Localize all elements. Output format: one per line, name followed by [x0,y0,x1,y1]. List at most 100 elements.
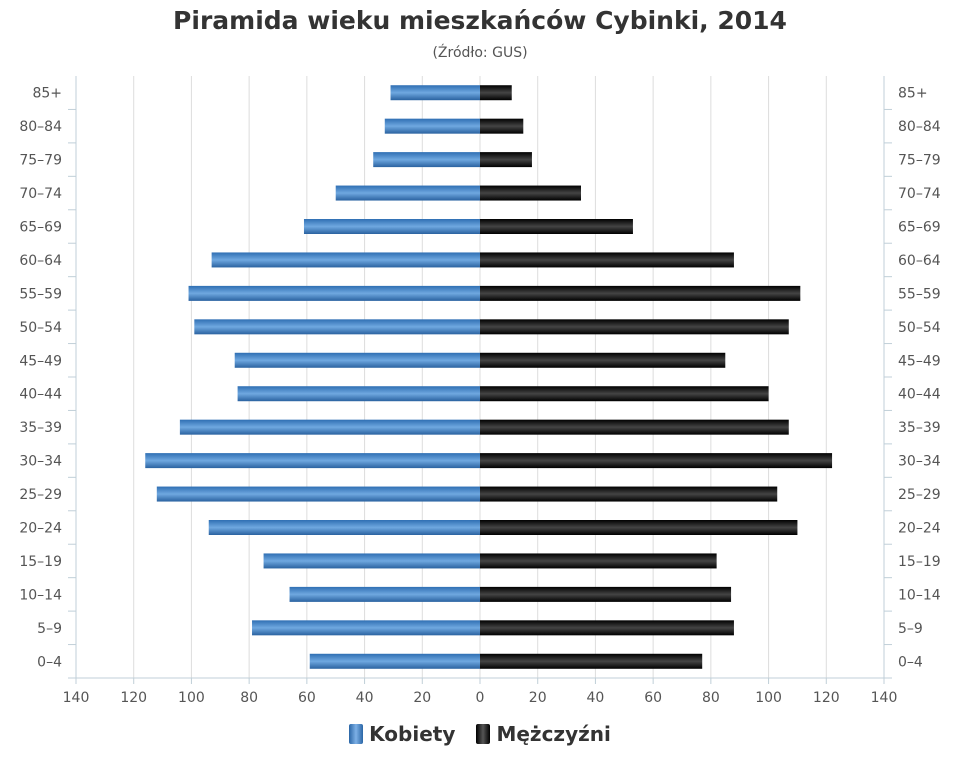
category-label-right: 70–74 [898,186,941,202]
category-label-right: 85+ [898,86,928,102]
category-label-right: 5–9 [898,621,923,637]
x-tick-label: 80 [702,690,720,706]
bar-kobiety [373,152,480,168]
axes [68,76,892,684]
category-label-left: 45–49 [19,353,62,369]
category-label-left: 5–9 [37,621,62,637]
category-label-left: 20–24 [19,521,62,537]
bar-kobiety [252,620,480,636]
x-tick-label: 40 [587,690,605,706]
x-tick-label: 60 [644,690,662,706]
bar-mezczyzni [480,152,532,168]
bar-mezczyzni [480,386,769,402]
chart-title: Piramida wieku mieszkańców Cybinki, 2014 [173,6,787,35]
x-tick-label: 140 [63,690,90,706]
bar-kobiety [390,85,480,101]
x-tick-label: 20 [529,690,547,706]
category-label-left: 15–19 [19,554,62,570]
bar-kobiety [303,219,480,234]
legend-item-kobiety[interactable]: Kobiety [349,722,455,746]
category-label-left: 0–4 [37,654,62,670]
bar-kobiety [234,352,480,368]
bar-mezczyzni [480,252,734,268]
category-label-right: 55–59 [898,286,941,302]
x-tick-label: 60 [298,690,316,706]
bar-mezczyzni [480,85,512,101]
legend-swatch-kobiety [349,724,364,744]
category-label-left: 40–44 [19,387,62,403]
category-label-right: 80–84 [898,119,941,135]
bar-mezczyzni [480,620,734,636]
category-label-right: 35–39 [898,420,941,436]
category-label-left: 10–14 [19,587,62,603]
category-label-right: 0–4 [898,654,923,670]
bar-mezczyzni [480,653,703,669]
category-label-right: 65–69 [898,220,941,236]
legend-item-mezczyzni[interactable]: Mężczyźni [476,722,611,746]
bar-mezczyzni [480,586,732,602]
tick-labels: 140 120 100 80 60 40 20 0 20 40 60 80 100 120 140 85+ 85… [19,86,940,706]
category-label-left: 30–34 [19,454,62,470]
category-label-left: 60–64 [19,253,62,269]
category-label-right: 20–24 [898,521,941,537]
category-label-left: 75–79 [19,153,62,169]
legend: Kobiety Mężczyźni [0,722,960,748]
category-label-right: 45–49 [898,353,941,369]
bar-kobiety [309,653,480,669]
bar-kobiety [211,252,480,268]
bar-mezczyzni [480,520,798,535]
category-label-right: 10–14 [898,587,941,603]
bar-mezczyzni [480,285,801,301]
bar-mezczyzni [480,352,726,368]
bar-mezczyzni [480,319,789,335]
legend-label-mezczyzni: Mężczyźni [496,722,611,746]
bar-kobiety [208,520,480,535]
x-tick-label: 0 [476,690,485,706]
chart-subtitle: (Źródło: GUS) [432,45,528,61]
bar-mezczyzni [480,118,524,134]
x-tick-label: 20 [413,690,431,706]
category-label-left: 25–29 [19,487,62,503]
category-label-right: 25–29 [898,487,941,503]
x-tick-label: 120 [120,690,147,706]
category-label-left: 70–74 [19,186,62,202]
bar-kobiety [156,486,481,502]
category-label-right: 15–19 [898,554,941,570]
bar-kobiety [384,118,480,134]
bar-mezczyzni [480,553,717,569]
bar-kobiety [188,285,481,301]
x-tick-label: 40 [356,690,374,706]
category-label-left: 35–39 [19,420,62,436]
bar-mezczyzni [480,486,778,502]
bar-kobiety [237,386,480,402]
x-tick-label: 80 [240,690,258,706]
category-label-left: 85+ [32,86,62,102]
grid-lines [133,76,827,678]
category-label-right: 75–79 [898,153,941,169]
x-tick-label: 100 [178,690,205,706]
x-tick-label: 140 [871,690,898,706]
category-label-left: 50–54 [19,320,62,336]
category-label-right: 50–54 [898,320,941,336]
bar-kobiety [194,319,481,335]
category-label-left: 80–84 [19,119,62,135]
category-label-left: 55–59 [19,286,62,302]
category-label-right: 60–64 [898,253,941,269]
category-label-right: 40–44 [898,387,941,403]
bars [145,85,833,669]
bar-kobiety [179,419,480,435]
category-label-left: 65–69 [19,220,62,236]
x-tick-label: 100 [755,690,782,706]
bar-mezczyzni [480,185,581,201]
bar-mezczyzni [480,219,633,234]
legend-swatch-mezczyzni [476,724,491,744]
bar-kobiety [145,453,480,469]
x-tick-label: 120 [813,690,840,706]
bar-mezczyzni [480,453,833,469]
legend-label-kobiety: Kobiety [369,722,456,746]
bar-kobiety [263,553,480,569]
bar-kobiety [335,185,480,201]
bar-mezczyzni [480,419,789,435]
bar-kobiety [289,586,480,602]
